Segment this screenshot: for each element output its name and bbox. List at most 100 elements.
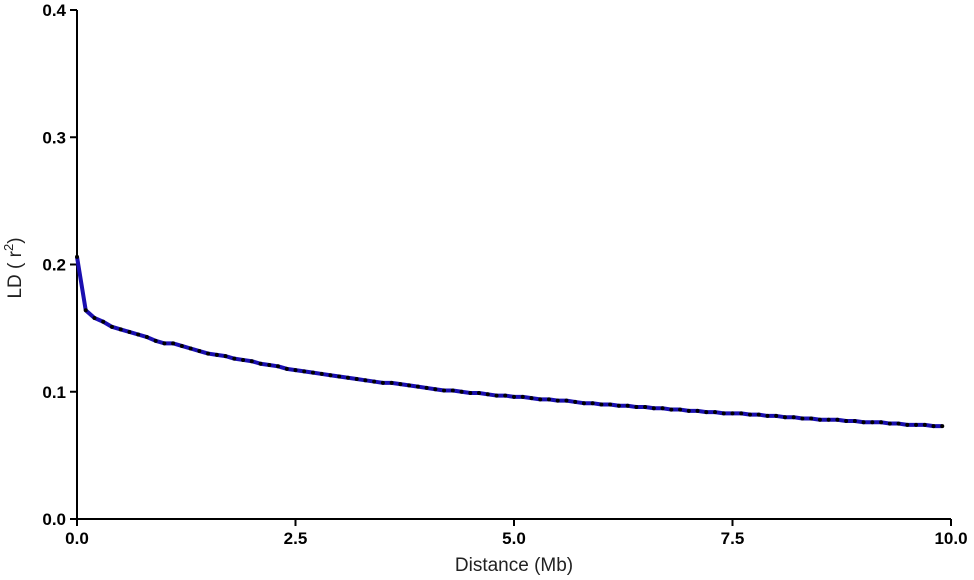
data-point	[450, 388, 455, 393]
data-point	[477, 391, 482, 396]
data-point	[188, 346, 193, 351]
data-point	[695, 408, 700, 413]
data-point	[713, 410, 718, 415]
data-point	[459, 389, 464, 394]
data-point	[546, 397, 551, 402]
data-point	[345, 375, 350, 380]
data-point	[380, 380, 385, 385]
data-point	[791, 415, 796, 420]
data-point	[835, 417, 840, 422]
data-point	[625, 403, 630, 408]
data-point	[468, 391, 473, 396]
data-point	[372, 379, 377, 384]
data-point	[809, 416, 814, 421]
data-point	[171, 341, 176, 346]
data-point	[258, 361, 263, 366]
data-point	[599, 402, 604, 407]
data-point	[206, 351, 211, 356]
y-tick-label: 0.1	[42, 383, 66, 402]
data-point	[293, 368, 298, 373]
y-axis-title: LD ( r2)	[1, 237, 26, 298]
data-point	[127, 329, 132, 334]
data-point	[136, 332, 141, 337]
data-point	[485, 392, 490, 397]
data-point	[520, 394, 525, 399]
data-point	[179, 343, 184, 348]
data-point	[144, 335, 149, 340]
data-point	[241, 357, 246, 362]
data-point	[861, 420, 866, 425]
data-point	[852, 419, 857, 424]
data-point	[302, 369, 307, 374]
x-tick-label: 5.0	[502, 529, 526, 548]
data-point	[328, 373, 333, 378]
x-tick-label: 2.5	[284, 529, 308, 548]
data-point	[101, 319, 106, 324]
data-point	[512, 394, 516, 399]
data-point	[660, 406, 665, 411]
data-point	[83, 308, 88, 313]
data-point	[616, 403, 621, 408]
data-point	[442, 388, 447, 393]
data-point	[494, 393, 499, 398]
x-tick-label: 10.0	[934, 529, 967, 548]
data-point	[581, 401, 586, 406]
data-point	[389, 380, 394, 385]
data-point	[223, 354, 228, 359]
data-point	[914, 422, 919, 427]
x-tick-label: 0.0	[65, 529, 89, 548]
data-point	[398, 382, 403, 387]
axis-ticks: 0.0 2.5 5.0 7.5 10.0 0.0 0.1 0.2 0.3 0.4	[42, 1, 967, 548]
data-point	[197, 349, 202, 354]
y-tick-label: 0.2	[42, 256, 66, 275]
data-point	[363, 378, 368, 383]
data-point	[896, 421, 901, 426]
data-point	[608, 402, 613, 407]
data-point	[267, 363, 272, 368]
data-point	[573, 399, 578, 404]
data-point	[109, 324, 114, 329]
x-axis-title: Distance (Mb)	[455, 555, 573, 576]
data-point	[319, 371, 324, 376]
data-point	[433, 387, 438, 392]
data-point	[747, 412, 752, 417]
y-tick-label: 0.0	[42, 510, 66, 529]
data-point	[214, 352, 219, 357]
data-point	[555, 398, 560, 403]
series-layer	[75, 254, 945, 429]
data-point	[590, 401, 595, 406]
data-point	[118, 327, 123, 332]
data-point	[92, 315, 97, 320]
data-point	[765, 413, 770, 418]
data-point	[870, 420, 875, 425]
data-point	[879, 420, 884, 425]
data-point	[651, 406, 656, 411]
data-point	[774, 413, 779, 418]
data-point	[564, 398, 569, 403]
data-point	[503, 393, 508, 398]
data-point	[310, 370, 315, 375]
data-point	[407, 383, 412, 388]
y-tick-label: 0.4	[42, 1, 66, 20]
data-point	[415, 384, 420, 389]
data-point	[940, 424, 945, 429]
data-point	[826, 417, 831, 422]
y-axis-title-close: )	[5, 237, 26, 243]
data-point	[844, 419, 849, 424]
data-point	[162, 341, 167, 346]
data-point	[887, 421, 892, 426]
data-point	[424, 385, 429, 390]
data-point	[337, 374, 342, 379]
x-tick-label: 7.5	[721, 529, 745, 548]
y-tick-label: 0.3	[42, 128, 66, 147]
data-point	[739, 411, 744, 416]
y-axis-title-main: LD ( r	[5, 250, 26, 298]
data-point	[678, 407, 683, 412]
data-point	[153, 338, 158, 343]
data-point	[634, 405, 639, 410]
data-point	[354, 377, 359, 382]
data-point	[284, 366, 289, 371]
y-axis-title-sup: 2	[1, 244, 16, 251]
data-point	[730, 411, 735, 416]
